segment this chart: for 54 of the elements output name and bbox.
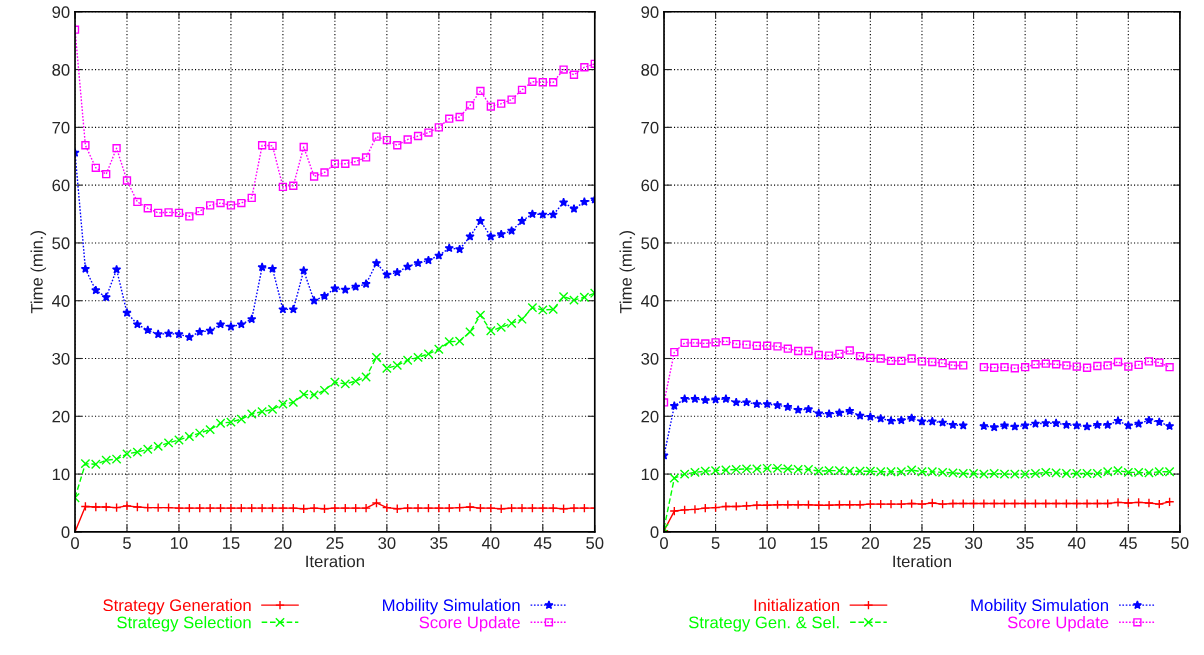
y-tick-label: 20 [641, 410, 659, 423]
x-tick-label: 15 [222, 537, 240, 549]
x-tick-label: 5 [123, 537, 131, 549]
y-tick-label: 60 [641, 179, 659, 192]
x-tick-label: 30 [378, 537, 396, 549]
x-tick-label: 35 [1016, 537, 1034, 549]
x-tick-label: 25 [913, 537, 931, 549]
y-tick-label: 90 [641, 6, 659, 18]
x-axis-title: Iteration [893, 555, 951, 568]
legend-label: Score Update [419, 616, 520, 632]
x-tick-label: 50 [1171, 537, 1189, 549]
y-tick-label: 70 [641, 121, 659, 134]
y-tick-label: 10 [641, 468, 659, 481]
x-tick-label: 15 [810, 537, 828, 549]
legend-label: Strategy Selection [117, 616, 251, 632]
x-tick-label: 0 [71, 537, 79, 549]
legend-label: Strategy Gen. & Sel. [688, 616, 839, 632]
y-tick-label: 40 [640, 295, 659, 307]
x-axis-title: Iteration [306, 555, 364, 568]
x-tick-label: 50 [586, 537, 604, 549]
x-tick-label: 40 [481, 537, 500, 549]
y-tick-label: 60 [52, 179, 70, 192]
legend-label: Strategy Generation [103, 598, 251, 615]
x-tick-label: 0 [660, 537, 668, 549]
y-tick-label: 30 [641, 352, 659, 365]
y-tick-label: 70 [52, 121, 70, 134]
x-tick-label: 30 [964, 537, 983, 549]
y-tick-label: 0 [61, 526, 70, 539]
x-tick-label: 25 [326, 537, 344, 549]
y-axis-title: Time (min.) [619, 231, 636, 314]
y-tick-label: 40 [51, 295, 70, 307]
x-tick-label: 10 [170, 537, 188, 549]
y-tick-label: 90 [52, 6, 70, 18]
y-tick-label: 80 [52, 63, 70, 76]
y-tick-label: 30 [52, 352, 70, 365]
y-tick-label: 10 [52, 468, 70, 481]
legend-label: Mobility Simulation [971, 598, 1108, 615]
y-tick-label: 80 [641, 63, 659, 76]
y-tick-label: 20 [52, 410, 70, 423]
y-tick-label: 50 [52, 237, 70, 250]
legend-label: Mobility Simulation [383, 598, 520, 615]
x-tick-label: 45 [1119, 537, 1137, 549]
x-tick-label: 45 [533, 537, 552, 549]
x-tick-label: 20 [274, 537, 292, 549]
y-axis-title: Time (min.) [30, 231, 47, 314]
legend-label: Initialization [754, 598, 840, 612]
x-tick-label: 40 [1067, 537, 1086, 549]
y-tick-label: 50 [641, 237, 659, 250]
legend-label: Score Update [1007, 616, 1109, 632]
x-tick-label: 35 [430, 537, 448, 549]
x-tick-label: 20 [861, 537, 879, 549]
x-tick-label: 5 [711, 537, 720, 549]
y-tick-label: 0 [650, 526, 659, 539]
x-tick-label: 10 [759, 537, 776, 549]
